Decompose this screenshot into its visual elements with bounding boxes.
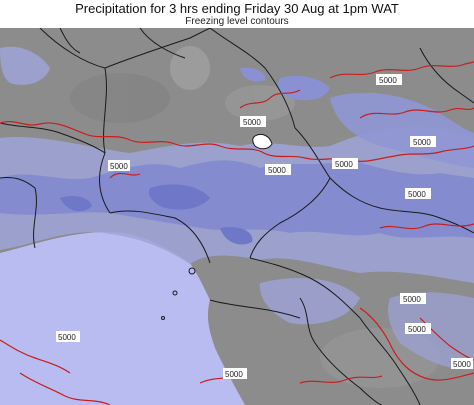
svg-text:5000: 5000: [58, 333, 76, 342]
svg-text:5000: 5000: [379, 76, 397, 85]
contour-label: 5000: [405, 323, 431, 334]
contour-label: 5000: [108, 160, 130, 171]
islands: [161, 267, 196, 320]
contour-label: 5000: [400, 293, 426, 304]
map-title: Precipitation for 3 hrs ending Friday 30…: [75, 1, 399, 16]
precipitation-map: 5000 5000 5000 5000 5000 5000: [0, 28, 474, 405]
svg-text:5000: 5000: [268, 166, 286, 175]
map-subtitle: Freezing level contours: [185, 16, 289, 27]
contour-label: 5000: [451, 358, 473, 369]
svg-text:5000: 5000: [408, 190, 426, 199]
svg-text:5000: 5000: [453, 360, 471, 369]
svg-text:5000: 5000: [403, 295, 421, 304]
contour-label: 5000: [376, 74, 402, 85]
svg-text:5000: 5000: [243, 118, 261, 127]
lake-chad: [252, 133, 273, 150]
country-borders: [0, 28, 474, 405]
contour-label: 5000: [405, 188, 431, 199]
contour-labels: 5000 5000 5000 5000 5000 5000: [56, 74, 473, 379]
freezing-level-contours: [0, 61, 474, 405]
map-view[interactable]: 5000 5000 5000 5000 5000 5000: [0, 28, 474, 405]
map-header: Precipitation for 3 hrs ending Friday 30…: [0, 0, 474, 28]
contour-label: 5000: [265, 164, 291, 175]
svg-text:5000: 5000: [110, 162, 128, 171]
svg-text:5000: 5000: [225, 370, 243, 379]
contour-label: 5000: [240, 116, 266, 127]
contour-label: 5000: [223, 368, 247, 379]
svg-text:5000: 5000: [413, 138, 431, 147]
contour-label: 5000: [410, 136, 436, 147]
contour-label: 5000: [332, 158, 358, 169]
svg-text:5000: 5000: [335, 160, 353, 169]
contour-label: 5000: [56, 331, 80, 342]
svg-text:5000: 5000: [408, 325, 426, 334]
ocean-gulf-of-guinea: [0, 232, 245, 405]
